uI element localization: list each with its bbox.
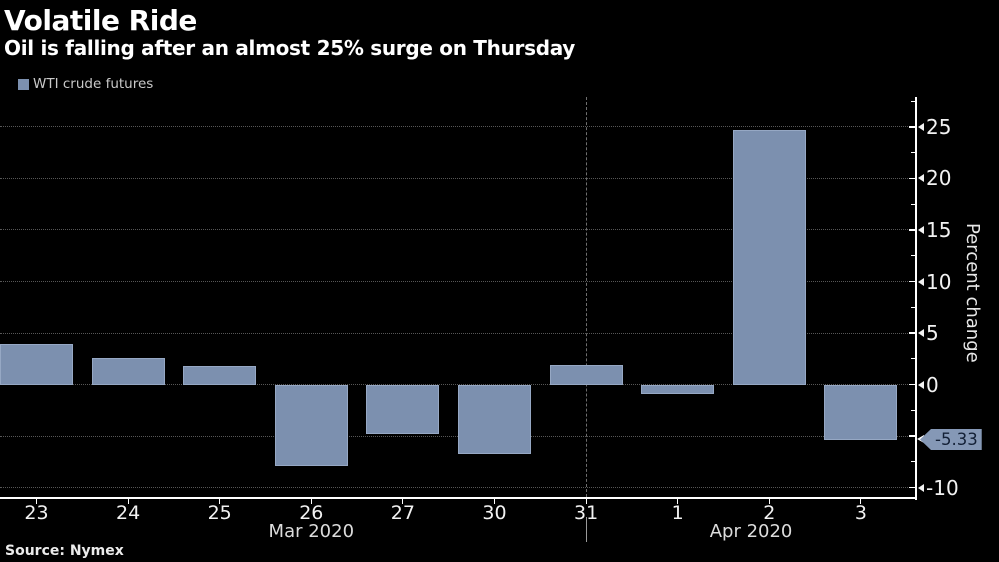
x-tick xyxy=(219,499,221,504)
source-note: Source: Nymex xyxy=(5,543,124,559)
grid-line xyxy=(0,229,916,231)
y-tick xyxy=(909,229,916,231)
y-tick-minor xyxy=(911,255,916,257)
x-tick-label: 23 xyxy=(24,502,49,524)
month-label: Apr 2020 xyxy=(709,521,793,542)
y-tick-minor xyxy=(911,203,916,205)
y-axis-title: Percent change xyxy=(962,223,983,363)
x-tick-label: 2 xyxy=(763,502,776,524)
y-tick-arrow-icon xyxy=(918,483,924,492)
legend: WTI crude futures xyxy=(18,76,153,92)
y-tick-label: 15 xyxy=(926,217,952,242)
bar xyxy=(549,365,623,385)
bar xyxy=(366,384,440,435)
legend-swatch-icon xyxy=(18,78,29,90)
grid-line xyxy=(0,487,916,489)
y-tick xyxy=(909,435,916,437)
x-tick-label: 1 xyxy=(671,502,684,524)
y-tick xyxy=(909,383,916,386)
y-tick-arrow-icon xyxy=(918,225,924,234)
y-tick-label: 10 xyxy=(926,269,952,294)
x-tick xyxy=(768,499,770,504)
grid-line xyxy=(0,332,916,334)
y-tick-label: 25 xyxy=(926,114,952,139)
y-tick-minor xyxy=(911,461,916,463)
y-tick-label: -10 xyxy=(926,475,959,500)
x-tick xyxy=(310,499,312,504)
x-axis-line xyxy=(0,496,917,499)
y-tick-label: 20 xyxy=(926,166,952,191)
bar xyxy=(0,344,73,385)
y-tick xyxy=(909,280,916,283)
y-tick xyxy=(909,332,916,334)
bar xyxy=(183,366,257,385)
x-tick-label: 24 xyxy=(116,502,141,524)
bar xyxy=(274,384,348,467)
x-tick xyxy=(127,499,129,504)
legend-label: WTI crude futures xyxy=(33,76,154,92)
y-tick xyxy=(909,177,916,180)
x-tick xyxy=(860,499,862,504)
x-tick-label: 3 xyxy=(854,502,867,524)
y-tick-arrow-icon xyxy=(918,380,924,389)
grid-line xyxy=(0,281,916,283)
x-tick-label: 30 xyxy=(482,502,507,524)
month-divider-line xyxy=(585,97,587,497)
y-tick-label: 0 xyxy=(926,372,939,397)
last-value-arrow-icon xyxy=(916,435,924,444)
bar xyxy=(824,384,898,440)
y-axis-line xyxy=(915,97,917,500)
y-tick-arrow-icon xyxy=(918,174,924,183)
x-tick-label: 25 xyxy=(207,502,232,524)
x-tick-label: 27 xyxy=(390,502,415,524)
x-tick xyxy=(402,499,404,504)
y-tick-arrow-icon xyxy=(918,329,924,338)
y-tick-minor xyxy=(911,409,916,411)
bar xyxy=(732,129,806,385)
y-tick-arrow-icon xyxy=(918,277,924,286)
y-tick xyxy=(909,126,916,128)
y-tick-minor xyxy=(911,152,916,154)
x-tick-label: 26 xyxy=(299,502,324,524)
bar xyxy=(458,384,531,454)
x-tick xyxy=(36,499,37,504)
grid-line xyxy=(0,177,916,179)
bar xyxy=(641,384,715,394)
x-tick xyxy=(677,499,679,504)
month-label: Mar 2020 xyxy=(268,521,355,542)
y-tick xyxy=(909,486,916,489)
month-divider-line xyxy=(585,517,587,542)
last-value-badge: -5.33 xyxy=(920,429,982,451)
y-tick-minor xyxy=(911,306,916,308)
x-tick xyxy=(494,499,495,504)
grid-line xyxy=(0,126,916,128)
chart-title: Volatile Ride xyxy=(4,4,197,37)
y-tick-minor xyxy=(911,358,916,360)
bar xyxy=(91,357,165,385)
y-tick-minor xyxy=(911,100,916,102)
y-tick-label: 5 xyxy=(926,321,939,346)
y-tick-arrow-icon xyxy=(918,122,924,131)
x-tick xyxy=(585,499,587,504)
x-tick-label: 31 xyxy=(574,502,599,524)
chart-subtitle: Oil is falling after an almost 25% surge… xyxy=(4,36,576,60)
